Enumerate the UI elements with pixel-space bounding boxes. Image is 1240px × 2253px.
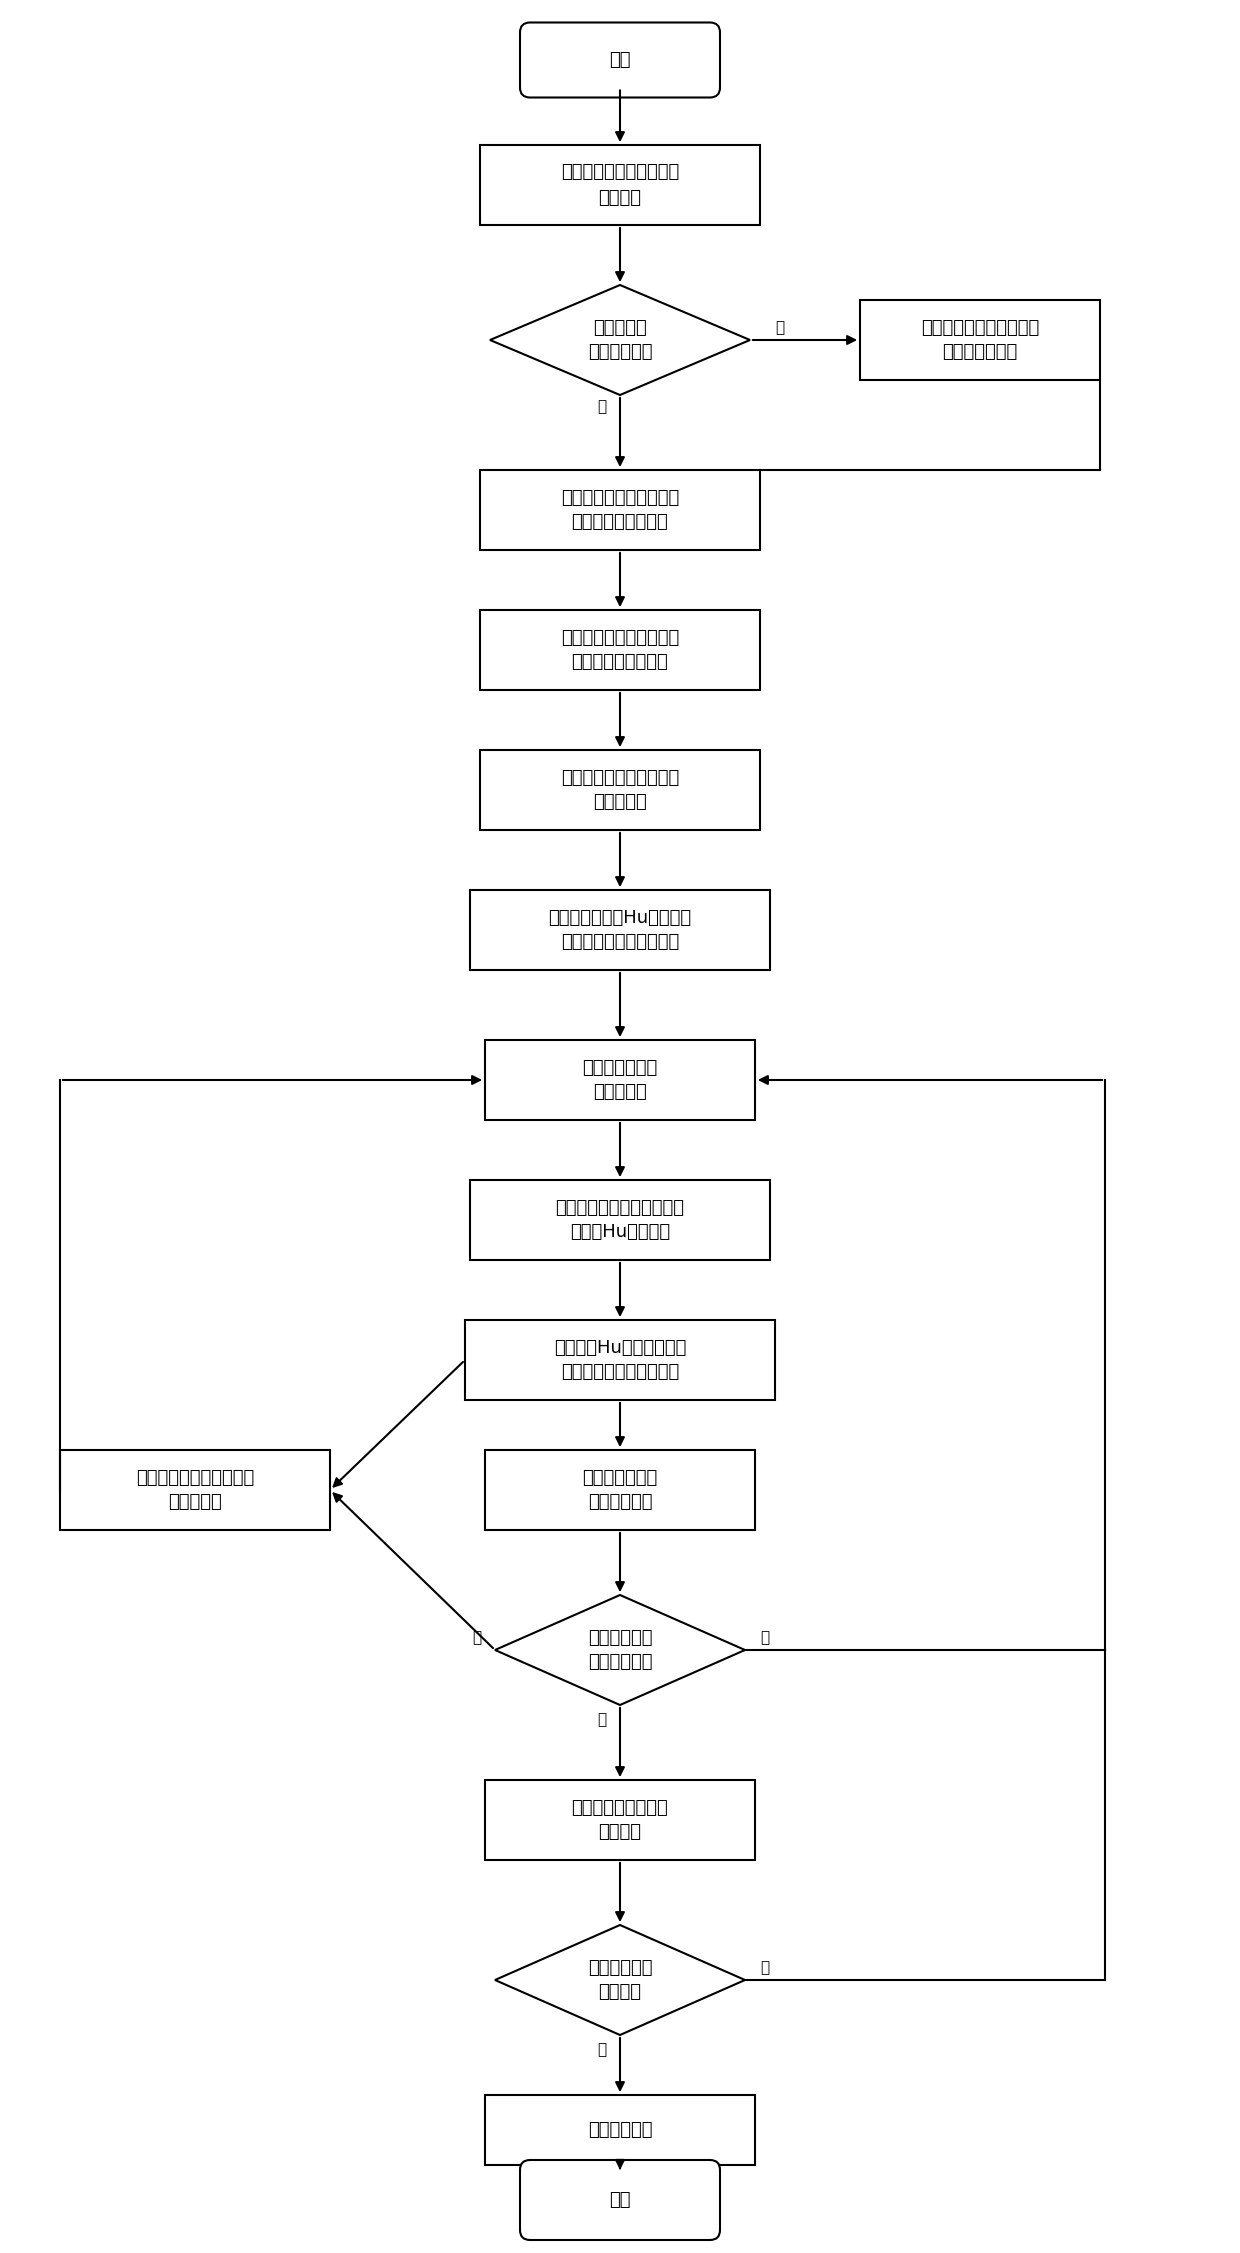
Text: 从排样池中遍历
样件骨架线: 从排样池中遍历 样件骨架线 bbox=[583, 1059, 657, 1102]
Text: 对比母板轮廓与简化骨架线
之间的Hu矩匹配度: 对比母板轮廓与简化骨架线 之间的Hu矩匹配度 bbox=[556, 1199, 684, 1241]
Text: 是: 是 bbox=[598, 2043, 606, 2057]
Polygon shape bbox=[490, 284, 750, 394]
FancyBboxPatch shape bbox=[60, 1451, 330, 1530]
FancyBboxPatch shape bbox=[480, 611, 760, 689]
Polygon shape bbox=[495, 1595, 745, 1706]
Text: 母板轮廓与样件轮廓的多
边形逼近: 母板轮廓与样件轮廓的多 边形逼近 bbox=[560, 164, 680, 207]
Text: 母板和样件
是否存在空腔: 母板和样件 是否存在空腔 bbox=[588, 318, 652, 360]
Text: 将边界和空腔轮廓的坐标
序列以环的形式存储: 将边界和空腔轮廓的坐标 序列以环的形式存储 bbox=[560, 489, 680, 532]
Text: 根据三角剖分结果提取样
件的骨架线: 根据三角剖分结果提取样 件的骨架线 bbox=[560, 768, 680, 811]
Text: 将主次骨架线的Hu矩匹配度
较高的分支进行简化合并: 将主次骨架线的Hu矩匹配度 较高的分支进行简化合并 bbox=[548, 908, 692, 951]
FancyBboxPatch shape bbox=[470, 1181, 770, 1259]
Text: 找到母板Hu矩匹配度最高
的样件确定大致排样位置: 找到母板Hu矩匹配度最高 的样件确定大致排样位置 bbox=[554, 1338, 686, 1381]
Text: 对母板和样件的空腔部分
进行多边形逼近: 对母板和样件的空腔部分 进行多边形逼近 bbox=[921, 318, 1039, 360]
FancyBboxPatch shape bbox=[520, 23, 720, 97]
Text: 是: 是 bbox=[775, 320, 785, 336]
Text: 从排样池中抽出该样件并
放入缓存中: 从排样池中抽出该样件并 放入缓存中 bbox=[136, 1469, 254, 1512]
FancyBboxPatch shape bbox=[520, 2161, 720, 2239]
FancyBboxPatch shape bbox=[485, 2095, 755, 2165]
Text: 否: 否 bbox=[598, 1712, 606, 1728]
Text: 将缓存中的样件放回
排样池中: 将缓存中的样件放回 排样池中 bbox=[572, 1798, 668, 1841]
Text: 是: 是 bbox=[472, 1631, 481, 1645]
FancyBboxPatch shape bbox=[480, 471, 760, 550]
FancyBboxPatch shape bbox=[861, 300, 1100, 381]
Text: 当前样件是否
超出母板边界: 当前样件是否 超出母板边界 bbox=[588, 1629, 652, 1672]
Text: 在去除空腔干扰的情况下
对样件进行三角剖分: 在去除空腔干扰的情况下 对样件进行三角剖分 bbox=[560, 629, 680, 671]
FancyBboxPatch shape bbox=[470, 890, 770, 971]
Polygon shape bbox=[495, 1924, 745, 2034]
FancyBboxPatch shape bbox=[465, 1320, 775, 1399]
Text: 所有样件是否
都已排入: 所有样件是否 都已排入 bbox=[588, 1958, 652, 2001]
FancyBboxPatch shape bbox=[485, 1041, 755, 1120]
Text: 否: 否 bbox=[760, 1631, 770, 1645]
FancyBboxPatch shape bbox=[485, 1451, 755, 1530]
FancyBboxPatch shape bbox=[480, 750, 760, 829]
Text: 距离检测法确定
具体排样位置: 距离检测法确定 具体排样位置 bbox=[583, 1469, 657, 1512]
Text: 得到排样结果: 得到排样结果 bbox=[588, 2120, 652, 2138]
FancyBboxPatch shape bbox=[480, 144, 760, 225]
Text: 开始: 开始 bbox=[609, 52, 631, 70]
Text: 否: 否 bbox=[760, 1960, 770, 1976]
Text: 结束: 结束 bbox=[609, 2190, 631, 2208]
Text: 否: 否 bbox=[598, 399, 606, 415]
FancyBboxPatch shape bbox=[485, 1780, 755, 1861]
